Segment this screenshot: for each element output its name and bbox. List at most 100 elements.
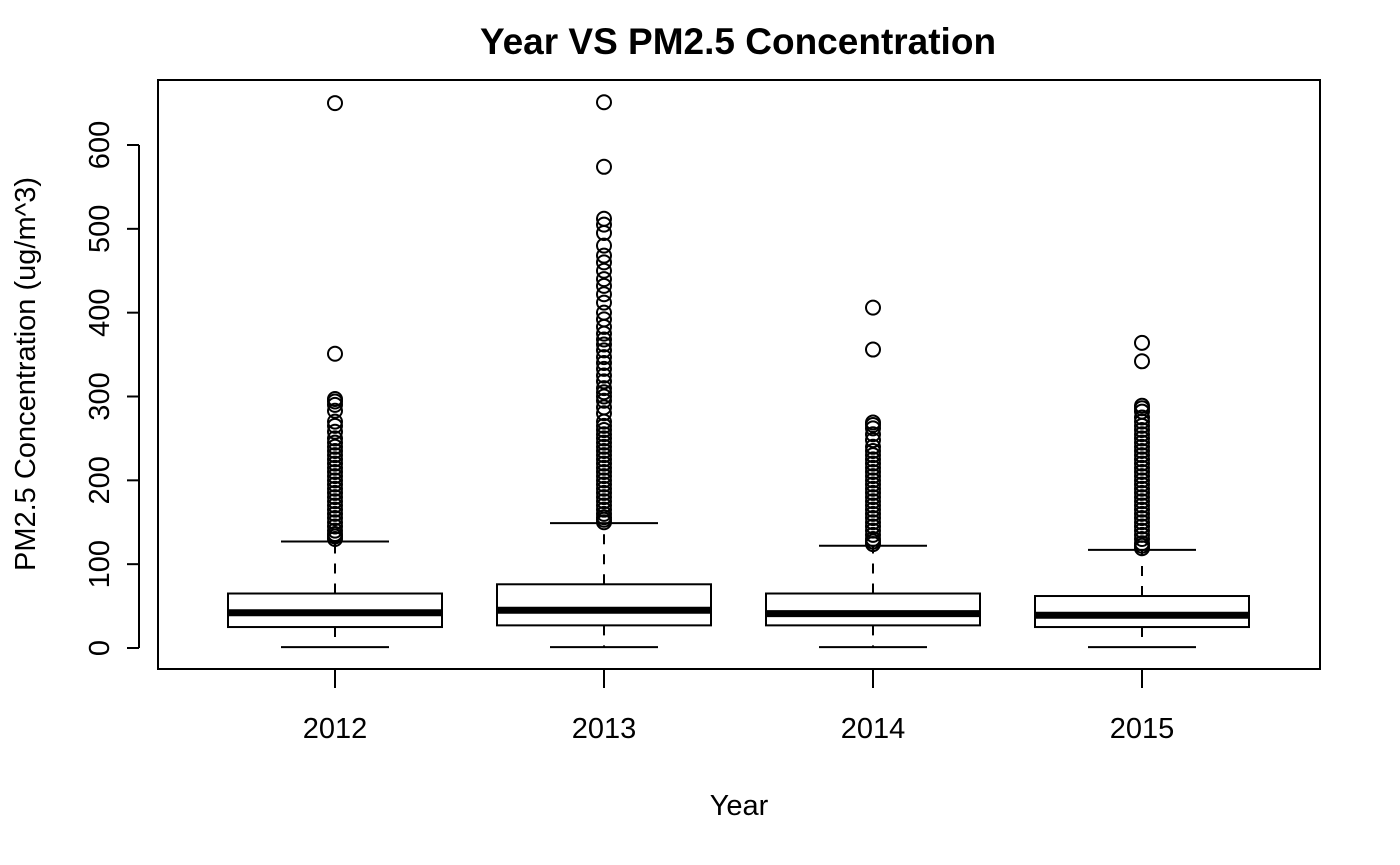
outlier-point <box>327 402 343 419</box>
outlier-point <box>1134 434 1150 451</box>
outlier-point <box>865 472 881 489</box>
outlier-point <box>865 526 881 543</box>
outlier-point <box>596 237 612 254</box>
y-tick-label: 100 <box>84 540 116 588</box>
x-tick-label: 2015 <box>1110 713 1175 745</box>
iqr-box <box>765 592 981 627</box>
outlier-point <box>596 254 612 271</box>
outlier-point <box>1134 493 1150 510</box>
outlier-point <box>596 360 612 377</box>
x-axis: 2012 2013 2014 2015 <box>303 668 1175 745</box>
outlier-point <box>596 271 612 288</box>
outlier-point <box>596 501 612 518</box>
outlier-point <box>596 459 612 476</box>
outlier-point <box>865 459 881 476</box>
outlier-point <box>1134 476 1150 493</box>
outlier-point <box>327 459 343 476</box>
outlier-point <box>1134 442 1150 459</box>
outlier-point <box>1134 409 1150 426</box>
box-2012 <box>227 95 443 649</box>
outlier-point <box>865 476 881 493</box>
outlier-point <box>327 484 343 501</box>
outlier-point <box>1134 447 1150 464</box>
boxes-layer <box>227 94 1250 649</box>
outlier-point <box>596 216 612 233</box>
box-2015 <box>1034 334 1250 649</box>
outlier-point <box>596 434 612 451</box>
outlier-point <box>327 447 343 464</box>
y-tick-label: 400 <box>84 288 116 336</box>
outlier-point <box>865 455 881 472</box>
outlier-point <box>596 392 612 409</box>
outlier-point <box>596 417 612 434</box>
outlier-point <box>596 426 612 443</box>
outlier-point <box>596 367 612 384</box>
iqr-box <box>1034 595 1250 629</box>
outlier-point <box>327 510 343 527</box>
outlier-point <box>596 388 612 405</box>
outlier-point <box>596 447 612 464</box>
outlier-point <box>1134 531 1150 548</box>
outlier-point <box>596 497 612 514</box>
outlier-point <box>327 430 343 447</box>
outlier-point <box>865 501 881 518</box>
outlier-point <box>865 505 881 522</box>
x-axis-label: Year <box>710 790 769 822</box>
outlier-point <box>865 463 881 480</box>
outlier-point <box>865 522 881 539</box>
outlier-point <box>327 413 343 430</box>
outlier-point <box>596 380 612 397</box>
outlier-point <box>1134 397 1150 414</box>
outlier-point <box>1134 463 1150 480</box>
outlier-point <box>1134 451 1150 468</box>
y-axis-label: PM2.5 Concentration (ug/m^3) <box>10 177 42 571</box>
outlier-point <box>596 430 612 447</box>
y-tick-label: 500 <box>84 205 116 253</box>
y-tick-label: 600 <box>84 121 116 169</box>
outlier-point <box>865 489 881 506</box>
outlier-point <box>596 349 612 366</box>
outlier-point <box>596 331 612 348</box>
outlier-point <box>1134 430 1150 447</box>
outlier-point <box>1134 526 1150 543</box>
outlier-point <box>1134 334 1150 351</box>
outlier-point <box>865 438 881 455</box>
outlier-point <box>1134 501 1150 518</box>
outlier-point <box>327 463 343 480</box>
box-2014 <box>765 299 981 649</box>
outlier-point <box>596 210 612 227</box>
outlier-point <box>327 514 343 531</box>
outlier-point <box>865 299 881 316</box>
outlier-point <box>1134 480 1150 497</box>
outlier-point <box>596 158 612 175</box>
outlier-point <box>327 497 343 514</box>
outlier-point <box>865 514 881 531</box>
outlier-point <box>327 476 343 493</box>
outlier-point <box>1134 514 1150 531</box>
iqr-box <box>496 583 712 627</box>
outlier-point <box>596 442 612 459</box>
outlier-point <box>596 311 612 328</box>
outlier-point <box>327 438 343 455</box>
outlier-point <box>327 442 343 459</box>
y-tick-label: 300 <box>84 372 116 420</box>
outlier-point <box>865 451 881 468</box>
outlier-point <box>327 417 343 434</box>
outlier-point <box>596 294 612 311</box>
outlier-point <box>596 277 612 294</box>
outlier-point <box>1134 438 1150 455</box>
y-axis: 0 100 200 300 400 500 600 <box>84 121 140 656</box>
outlier-point <box>596 455 612 472</box>
outlier-point <box>596 373 612 390</box>
outlier-point <box>865 497 881 514</box>
outlier-point <box>596 493 612 510</box>
outlier-point <box>1134 497 1150 514</box>
outlier-point <box>327 518 343 535</box>
outlier-point <box>596 399 612 416</box>
outlier-point <box>865 531 881 548</box>
outlier-point <box>1134 459 1150 476</box>
outlier-point <box>1134 518 1150 535</box>
outlier-point <box>1134 455 1150 472</box>
outlier-point <box>596 468 612 485</box>
